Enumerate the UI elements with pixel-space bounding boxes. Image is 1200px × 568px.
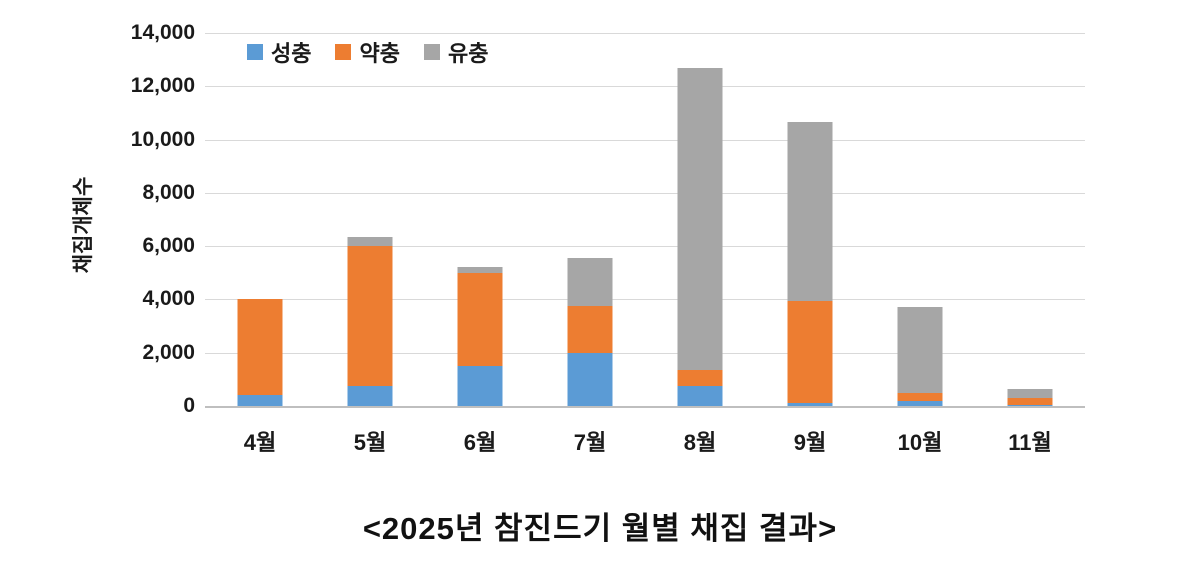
x-tick-label: 10월: [897, 430, 943, 455]
gridline: [205, 139, 1085, 141]
bar-segment-유충: [787, 122, 833, 301]
y-tick-label: 14,000: [130, 21, 195, 44]
y-tick-label: 0: [183, 394, 195, 417]
legend-swatch-icon: [335, 44, 352, 60]
gridline: [205, 33, 1085, 34]
bar-segment-성충: [347, 386, 393, 406]
x-axis-tick-labels: 4월 5월 6월 7월 8월 9월 10월 11월: [205, 425, 1085, 457]
bar-segment-성충: [567, 352, 613, 406]
y-tick-label: 6,000: [142, 234, 195, 258]
bar-segment-유충: [347, 236, 393, 247]
plot-area: 성충 약충 유충: [205, 33, 1085, 408]
x-tick-label: 7월: [573, 430, 607, 455]
bar-segment-성충: [787, 403, 833, 406]
gridline: [205, 86, 1085, 88]
bar-stack: [347, 236, 393, 406]
legend-item-약충: 약충: [335, 36, 400, 68]
bar-segment-유충: [567, 258, 613, 307]
bar-segment-유충: [897, 307, 943, 393]
bar-segment-약충: [677, 370, 723, 387]
bar-column-11월: [975, 33, 1085, 406]
gridline: [205, 246, 1085, 248]
bar-stack: [237, 299, 283, 406]
legend: 성충 약충 유충: [247, 36, 488, 68]
bar-column-7월: [535, 33, 645, 406]
y-axis-title: 채집개체수: [72, 176, 95, 274]
legend-swatch-icon: [423, 44, 440, 60]
chart-title: <2025년 참진드기 월별 채집 결과>: [362, 511, 838, 546]
legend-label: 약충: [359, 41, 400, 66]
bar-column-10월: [865, 33, 975, 406]
y-tick-label: 4,000: [142, 287, 195, 311]
y-tick-label: 2,000: [142, 340, 195, 364]
legend-label: 유충: [447, 41, 489, 66]
bar-segment-약충: [237, 299, 283, 396]
bar-stack: [897, 307, 943, 406]
y-tick-label: 8,000: [142, 180, 195, 204]
bar-series: [205, 33, 1085, 406]
y-tick-label: 10,000: [130, 127, 195, 151]
bar-column-6월: [425, 33, 535, 406]
bar-stack: [567, 258, 613, 406]
bar-column-4월: [205, 33, 315, 406]
bar-segment-약충: [347, 246, 393, 387]
bar-segment-성충: [897, 400, 943, 406]
bar-stack: [677, 67, 723, 406]
legend-item-성충: 성충: [247, 36, 311, 68]
bar-segment-약충: [897, 392, 943, 401]
bar-segment-약충: [1007, 398, 1053, 405]
gridline: [205, 352, 1085, 354]
bar-stack: [1007, 388, 1053, 406]
x-tick-label: 8월: [683, 430, 717, 455]
x-tick-label: 4월: [243, 430, 277, 455]
bar-segment-약충: [787, 300, 833, 404]
y-axis-tick-labels: 14,000 12,000 10,000 8,000 6,000 4,000 2,000 0: [120, 21, 195, 417]
x-tick-label: 11월: [1008, 430, 1052, 455]
legend-swatch-icon: [247, 44, 263, 60]
bar-segment-유충: [457, 267, 503, 273]
legend-label: 성충: [271, 41, 312, 66]
x-tick-label: 9월: [793, 430, 827, 455]
bar-column-5월: [315, 33, 425, 406]
bar-stack: [787, 122, 833, 406]
y-tick-label: 12,000: [130, 74, 195, 98]
bar-column-9월: [755, 33, 865, 406]
gridline: [205, 299, 1085, 301]
gridline: [205, 406, 1085, 408]
legend-item-유충: 유충: [423, 36, 489, 68]
x-tick-label: 6월: [463, 430, 497, 455]
x-tick-label: 5월: [353, 430, 387, 455]
bar-column-8월: [645, 33, 755, 406]
bar-stack: [457, 267, 503, 406]
bar-segment-성충: [1007, 404, 1053, 406]
bar-segment-성충: [677, 386, 723, 406]
bar-segment-약충: [457, 272, 503, 367]
bar-segment-성충: [237, 395, 283, 406]
gridline: [205, 192, 1085, 194]
bar-segment-약충: [567, 306, 613, 353]
bar-segment-유충: [677, 67, 723, 371]
bar-segment-성충: [457, 366, 503, 406]
bar-segment-유충: [1007, 388, 1053, 399]
